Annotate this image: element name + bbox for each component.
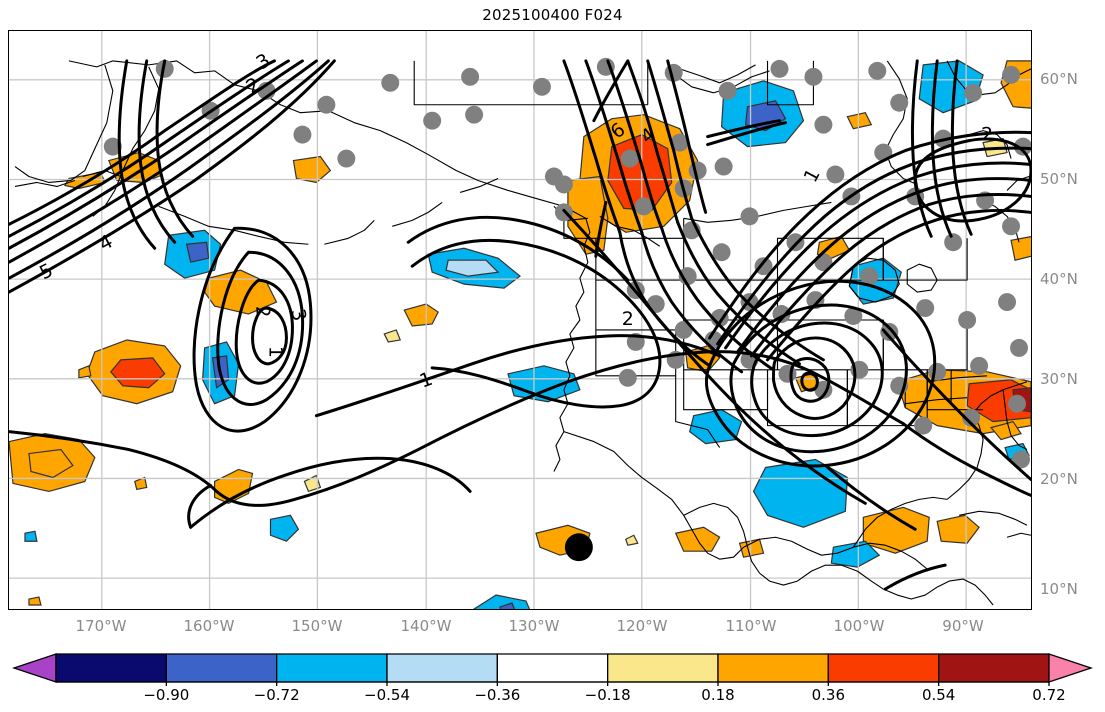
contour-label: 2 <box>622 308 634 330</box>
station-dot-markers <box>103 57 1031 469</box>
colorbar-band <box>938 653 1050 683</box>
lat-tick-40n: 40°N <box>1040 270 1078 288</box>
contour-label: 5 <box>36 259 57 284</box>
colorbar-tick-label: −0.36 <box>474 686 521 704</box>
contour-label: 3 <box>286 307 310 323</box>
colorbar-band <box>1048 653 1094 683</box>
contour-label: 1 <box>800 165 825 186</box>
colorbar-band <box>827 653 940 683</box>
colorbar-tick-label: −0.90 <box>143 686 190 704</box>
colorbar-tick-label: −0.54 <box>364 686 410 704</box>
colorbar-band <box>276 653 388 683</box>
lon-tick-160w: 160°W <box>183 617 235 635</box>
colorbar-canvas <box>11 653 1094 686</box>
colorbar-tick-label: 0.72 <box>1032 686 1066 704</box>
isoline-contours <box>9 59 1031 591</box>
contour-label: 4 <box>95 230 116 255</box>
map-plot-area: 3 2 5 4 2 3 1 6 4 1 2 2 1 <box>8 30 1032 610</box>
colorbar <box>0 652 1105 712</box>
contour-label: 2 <box>251 305 274 319</box>
colorbar-tick-label: 0.18 <box>701 686 735 704</box>
lon-tick-120w: 120°W <box>616 617 668 635</box>
highlight-dot-marker <box>564 533 593 562</box>
contour-label: 1 <box>264 346 286 358</box>
colorbar-tick-label: −0.18 <box>584 686 631 704</box>
colorbar-band <box>717 653 829 683</box>
page-title: 2025100400 F024 <box>482 6 623 24</box>
colorbar-band <box>11 653 57 683</box>
colorbar-tick-label: 0.54 <box>921 686 956 704</box>
lon-tick-110w: 110°W <box>725 617 777 635</box>
lat-tick-50n: 50°N <box>1040 170 1078 188</box>
colorbar-ticks <box>56 681 1050 686</box>
lon-tick-140w: 140°W <box>400 617 452 635</box>
colorbar-band <box>386 653 498 683</box>
lat-tick-20n: 20°N <box>1040 470 1078 488</box>
lon-tick-150w: 150°W <box>291 617 343 635</box>
colorbar-tick-label: −0.72 <box>253 686 300 704</box>
colorbar-band <box>496 653 609 683</box>
map-canvas: 3 2 5 4 2 3 1 6 4 1 2 2 1 <box>9 31 1031 609</box>
lon-tick-170w: 170°W <box>75 617 127 635</box>
colorbar-band <box>165 653 278 683</box>
colorbar-bands <box>11 653 1094 683</box>
colorbar-tick-label: 0.36 <box>811 686 846 704</box>
lat-tick-10n: 10°N <box>1040 580 1078 598</box>
lon-tick-100w: 100°W <box>833 617 885 635</box>
lon-tick-130w: 130°W <box>508 617 560 635</box>
lon-tick-90w: 90°W <box>942 617 984 635</box>
colorbar-band <box>607 653 719 683</box>
contour-label: 1 <box>417 368 436 393</box>
colorbar-band <box>55 653 167 683</box>
contour-label: 2 <box>981 124 993 146</box>
lat-tick-60n: 60°N <box>1040 70 1078 88</box>
lat-tick-30n: 30°N <box>1040 370 1078 388</box>
